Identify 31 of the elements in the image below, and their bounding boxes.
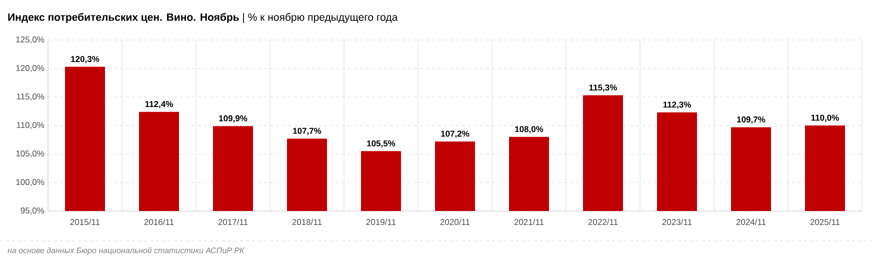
data-label: 105,5% — [367, 140, 396, 148]
y-tick-label: 115,0% — [16, 93, 44, 101]
data-label: 107,2% — [441, 130, 470, 138]
data-label: 109,7% — [737, 116, 766, 124]
x-tick-label: 2016/11 — [144, 218, 174, 226]
x-tick-label: 2023/11 — [662, 218, 692, 226]
y-tick-label: 100,0% — [16, 178, 44, 186]
y-tick-label: 110,0% — [16, 122, 44, 130]
x-tick-label: 2018/11 — [292, 218, 322, 226]
x-tick-label: 2025/11 — [810, 218, 840, 226]
x-tick-label: 2021/11 — [514, 218, 544, 226]
x-tick-label: 2022/11 — [588, 218, 618, 226]
y-tick-label: 125,0% — [16, 36, 44, 44]
x-tick-label: 2024/11 — [736, 218, 766, 226]
data-label: 109,9% — [219, 115, 248, 123]
data-label: 112,4% — [145, 101, 173, 108]
text: на основе данных Бюро национальной статистики АСПиР РК — [8, 247, 245, 255]
y-tick-label: 120,0% — [16, 64, 44, 72]
x-tick-label: 2015/11 — [70, 218, 100, 226]
x-tick-label: 2020/11 — [440, 218, 470, 226]
x-tick-label: 2019/11 — [366, 218, 396, 226]
data-label: 112,3% — [663, 102, 691, 109]
y-tick-label: 105,0% — [16, 150, 44, 158]
chart-title: Индекс потребительских цен. Вино. Ноябрь | % к ноябрю предыдущего года — [8, 13, 398, 23]
data-label: 110,0% — [811, 114, 839, 122]
data-label: 120,3% — [71, 56, 100, 64]
y-tick-label: 95,0% — [20, 207, 44, 215]
data-label: 107,7% — [293, 128, 322, 136]
x-tick-label: 2017/11 — [218, 218, 248, 226]
data-label: 115,3% — [589, 84, 617, 92]
data-label: 108,0% — [515, 126, 544, 134]
